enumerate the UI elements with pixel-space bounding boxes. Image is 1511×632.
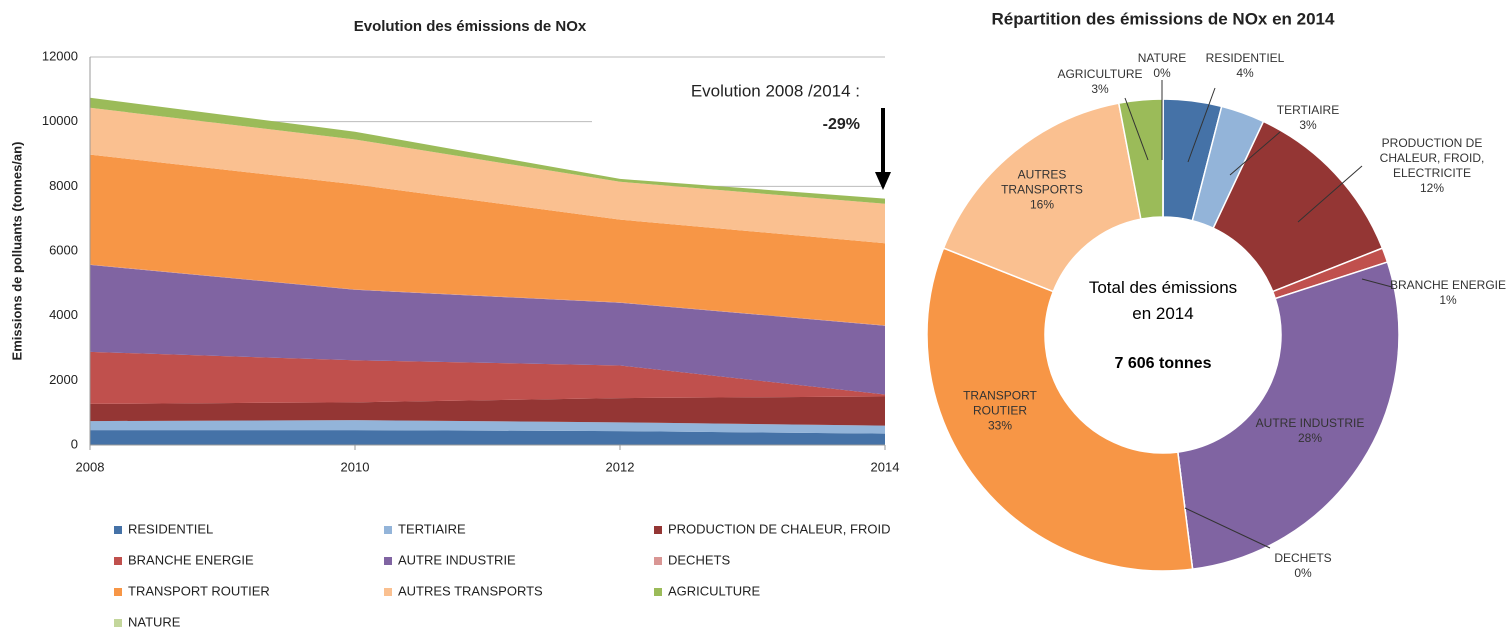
slice-label: AGRICULTURE 3% bbox=[1050, 67, 1150, 97]
annotation-value: -29% bbox=[823, 116, 860, 133]
area bbox=[90, 430, 885, 445]
slice-label: TRANSPORT ROUTIER 33% bbox=[955, 389, 1045, 434]
y-tick-label: 6000 bbox=[49, 242, 78, 257]
slice-label: RESIDENTIEL 4% bbox=[1190, 51, 1300, 81]
slice-label: AUTRE INDUSTRIE 28% bbox=[1245, 416, 1375, 446]
area bbox=[90, 97, 885, 204]
legend-label: AGRICULTURE bbox=[668, 583, 761, 598]
annotation-box bbox=[592, 72, 884, 167]
chart-title: Répartition des émissions de NOx en 2014 bbox=[992, 9, 1336, 28]
y-tick-label: 0 bbox=[71, 436, 78, 451]
value-label: 12% bbox=[1419, 181, 1445, 195]
leader-line bbox=[1361, 278, 1393, 288]
value-label: 0% bbox=[1294, 566, 1312, 580]
category-label: AGRICULTURE bbox=[1057, 67, 1143, 81]
y-tick-label: 8000 bbox=[49, 178, 78, 193]
category-label: BRANCHE ENERGIE bbox=[1389, 278, 1507, 292]
area bbox=[90, 107, 885, 244]
legend-swatch bbox=[384, 526, 392, 534]
x-tick-label: 2010 bbox=[341, 459, 370, 474]
slice-label: DECHETS 0% bbox=[1263, 551, 1343, 581]
leader-line bbox=[1297, 165, 1363, 223]
area bbox=[90, 154, 885, 326]
legend-label: TERTIAIRE bbox=[398, 521, 466, 536]
legend-swatch bbox=[384, 588, 392, 596]
x-tick-label: 2012 bbox=[606, 459, 635, 474]
legend-label: NATURE bbox=[128, 614, 181, 629]
legend-swatch bbox=[654, 526, 662, 534]
legend-swatch bbox=[384, 557, 392, 565]
leader-line bbox=[1187, 87, 1216, 163]
slice bbox=[1176, 261, 1400, 570]
value-label: 0% bbox=[1153, 66, 1171, 80]
slice-label: NATURE 0% bbox=[1127, 51, 1197, 81]
category-label: TERTIAIRE bbox=[1276, 103, 1340, 117]
legend-label: BRANCHE ENERGIE bbox=[128, 552, 254, 567]
area bbox=[90, 396, 885, 426]
value-label: 16% bbox=[1029, 197, 1055, 212]
area bbox=[90, 351, 885, 404]
legend-label: AUTRES TRANSPORTS bbox=[398, 583, 543, 598]
area bbox=[90, 264, 885, 395]
leader-line bbox=[1229, 131, 1281, 176]
category-label: TRANSPORT ROUTIER bbox=[963, 388, 1037, 418]
slice bbox=[942, 102, 1142, 293]
slice-label: TERTIAIRE 3% bbox=[1258, 103, 1358, 133]
center-label: Total des émissions en 2014 bbox=[1088, 278, 1238, 323]
slice-label: PRODUCTION DE CHALEUR, FROID, ELECTRICIT… bbox=[1365, 136, 1500, 196]
value-label: 4% bbox=[1236, 66, 1254, 80]
value-label: 28% bbox=[1297, 431, 1323, 445]
annotation: Evolution 2008 /2014 : bbox=[691, 81, 860, 100]
y-tick-label: 2000 bbox=[49, 372, 78, 387]
legend-swatch bbox=[114, 619, 122, 627]
category-label: RESIDENTIEL bbox=[1205, 51, 1285, 65]
y-tick-label: 10000 bbox=[42, 113, 78, 128]
area bbox=[90, 420, 885, 434]
legend-swatch bbox=[654, 588, 662, 596]
category-label: AUTRE INDUSTRIE bbox=[1255, 416, 1365, 430]
value-label: 3% bbox=[1091, 82, 1109, 96]
category-label: PRODUCTION DE CHALEUR, FROID, ELECTRICIT… bbox=[1379, 136, 1485, 180]
category-label: DECHETS bbox=[1274, 551, 1332, 565]
leader-line bbox=[1184, 507, 1271, 549]
y-tick-label: 12000 bbox=[42, 48, 78, 63]
category-label: NATURE bbox=[1137, 51, 1187, 65]
category-label: AUTRES TRANSPORTS bbox=[1001, 167, 1083, 197]
legend-label: RESIDENTIEL bbox=[128, 521, 213, 536]
x-tick-label: 2014 bbox=[871, 459, 900, 474]
value-label: 3% bbox=[1299, 118, 1317, 132]
legend-swatch bbox=[114, 588, 122, 596]
x-tick-label: 2008 bbox=[76, 459, 105, 474]
total-label: 7 606 tonnes bbox=[1114, 355, 1212, 372]
legend-swatch bbox=[114, 526, 122, 534]
slice bbox=[926, 247, 1194, 572]
chart-title: Evolution des émissions de NOx bbox=[354, 18, 587, 35]
legend-swatch bbox=[114, 557, 122, 565]
legend-label: DECHETS bbox=[668, 552, 730, 567]
y-axis-label: Emissions de polluants (tonnes/an) bbox=[9, 142, 24, 361]
slice-label: AUTRES TRANSPORTS 16% bbox=[997, 168, 1087, 213]
legend-label: TRANSPORT ROUTIER bbox=[128, 583, 270, 598]
legend-label: AUTRE INDUSTRIE bbox=[398, 552, 516, 567]
slice-label: BRANCHE ENERGIE 1% bbox=[1383, 278, 1511, 308]
legend-label: PRODUCTION DE CHALEUR, FROID bbox=[668, 521, 890, 536]
legend-swatch bbox=[654, 557, 662, 565]
arrow-head bbox=[875, 172, 891, 190]
leader-line bbox=[1124, 97, 1149, 161]
value-label: 1% bbox=[1439, 293, 1457, 307]
value-label: 33% bbox=[987, 418, 1013, 433]
y-tick-label: 4000 bbox=[49, 307, 78, 322]
